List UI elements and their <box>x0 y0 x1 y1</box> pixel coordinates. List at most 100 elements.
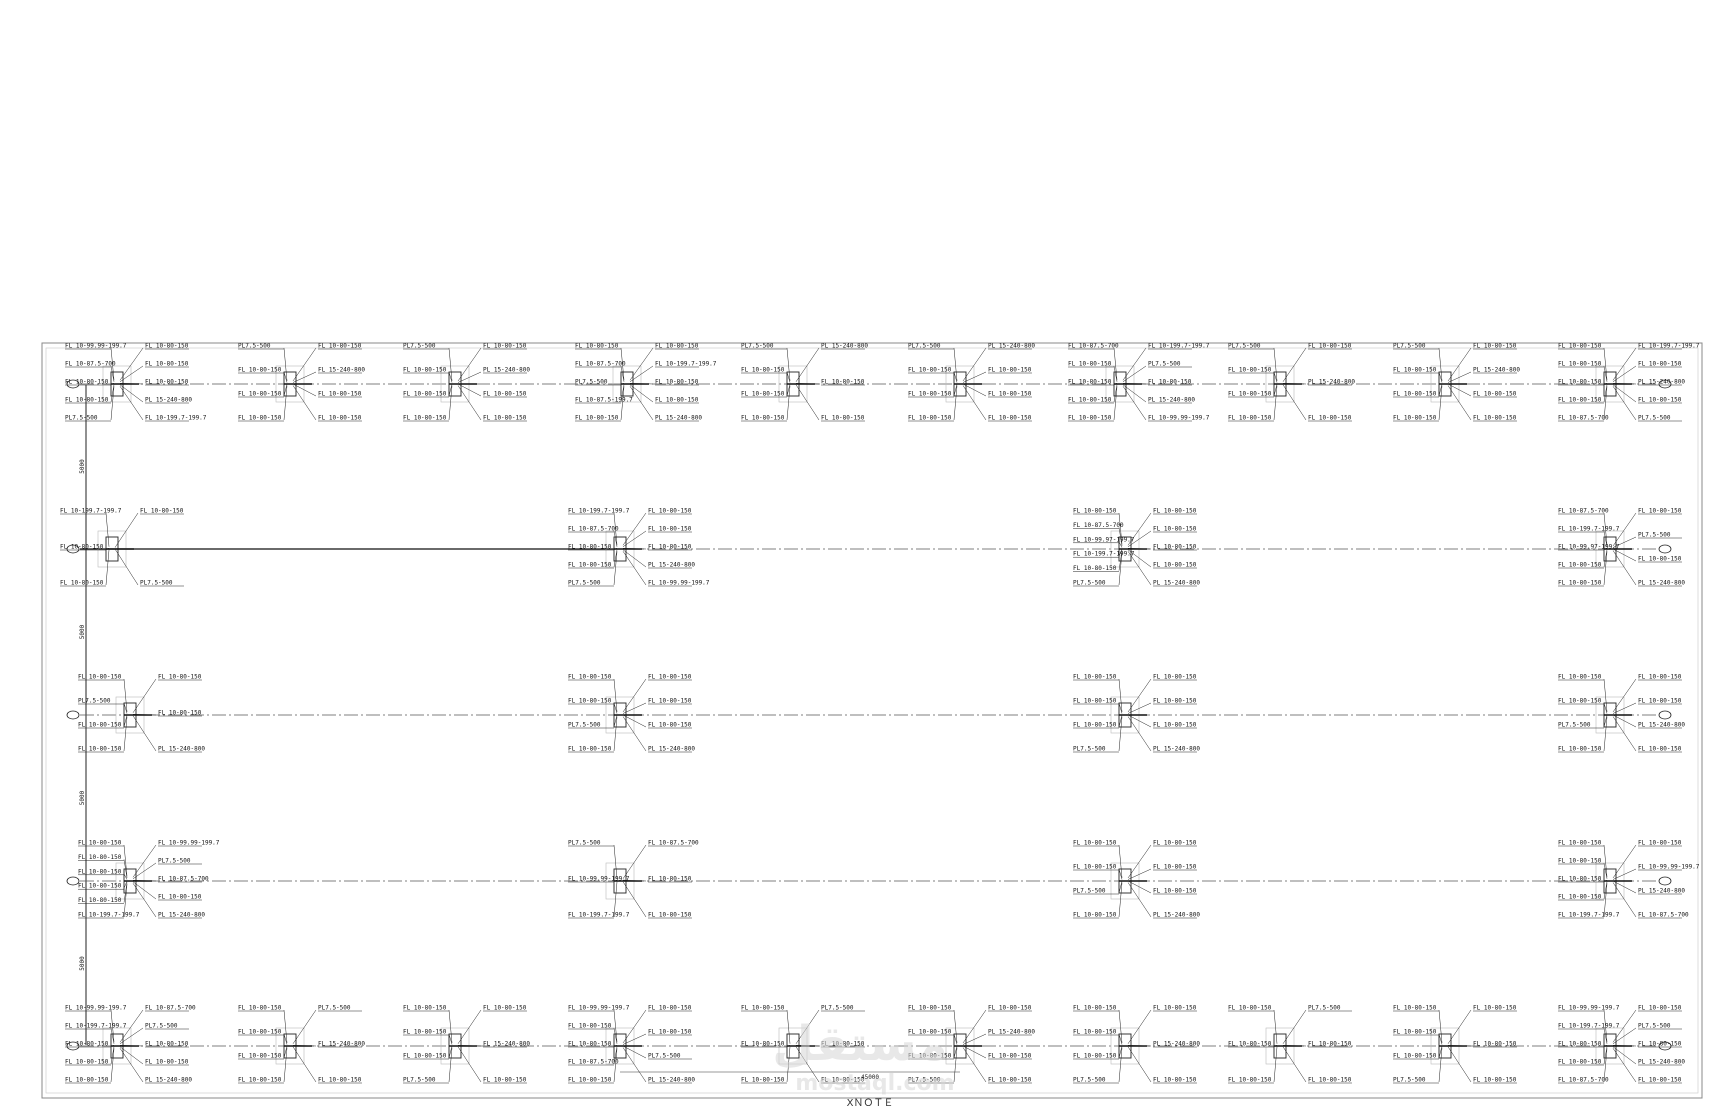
member-label: FL 10-80-150 <box>988 1053 1032 1060</box>
member-label: PL 15-240-800 <box>821 343 868 350</box>
leader-line <box>786 1046 791 1083</box>
member-label: FL 10-80-150 <box>1558 858 1602 865</box>
member-label: FL 10-80-150 <box>655 343 699 350</box>
leader-line <box>114 548 139 586</box>
member-label: FL 10-80-150 <box>575 415 619 422</box>
member-label: FL 10-80-150 <box>1473 391 1517 398</box>
member-label: FL 10-80-150 <box>78 883 122 890</box>
leader-line <box>1127 880 1152 894</box>
leader-line <box>1603 1009 1608 1043</box>
member-label: FL 10-199.7-199.7 <box>65 1023 127 1030</box>
connection-node: FL 10-80-150 FL 10-80-150 FL 10-80-150 PL7.… <box>741 1005 865 1084</box>
member-label: FL 10-80-150 <box>403 1005 447 1012</box>
member-label: FL 10-99.99-199.7 <box>1638 864 1700 871</box>
member-label: PL7.5-500 <box>140 580 173 587</box>
member-label: FL 10-80-150 <box>1153 698 1197 705</box>
member-label: FL 10-87.5-700 <box>1068 343 1119 350</box>
leader-line <box>622 1009 647 1044</box>
leader-line <box>1603 880 1608 882</box>
leader-line <box>613 1046 618 1065</box>
leader-line <box>613 1009 618 1043</box>
member-label: FL 10-80-150 <box>1228 391 1272 398</box>
leader-line <box>622 880 647 882</box>
member-label: FL 10-80-150 <box>988 367 1032 374</box>
member-label: FL 10-80-150 <box>1558 580 1602 587</box>
leader-line <box>620 365 625 382</box>
member-label: FL 10-80-150 <box>1393 1029 1437 1036</box>
leader-line <box>119 347 144 381</box>
member-label: FL 10-80-150 <box>648 526 692 533</box>
member-label: PL 15-240-800 <box>1473 367 1520 374</box>
leader-line <box>1438 383 1443 397</box>
leader-line <box>629 386 654 421</box>
member-label: FL 10-80-150 <box>1068 361 1112 368</box>
leader-line <box>1127 868 1152 880</box>
leader-line <box>786 371 791 383</box>
member-label: FL 10-80-150 <box>318 343 362 350</box>
member-label: PL7.5-500 <box>568 722 601 729</box>
member-label: FL 10-80-150 <box>988 1077 1032 1084</box>
leader-line <box>1612 536 1637 548</box>
member-label: FL 10-80-150 <box>1558 746 1602 753</box>
connection-node: FL 10-199.7-199.7 FL 10-87.5-700 FL 10-80-… <box>568 508 710 587</box>
leader-line <box>123 882 128 903</box>
member-label: FL 10-80-150 <box>568 1077 612 1084</box>
member-label: PL7.5-500 <box>1393 343 1426 350</box>
member-label: FL 10-99.99-199.7 <box>568 876 630 883</box>
member-label: PL7.5-500 <box>1073 888 1106 895</box>
leader-line <box>1612 880 1637 894</box>
leader-line <box>1612 550 1637 586</box>
leader-line <box>613 1048 618 1083</box>
member-label: PL7.5-500 <box>145 1023 178 1030</box>
member-label: FL 10-199.7-199.7 <box>145 415 207 422</box>
member-label: FL 10-80-150 <box>1638 556 1682 563</box>
member-label: PL7.5-500 <box>238 343 271 350</box>
member-label: FL 15-240-800 <box>318 1041 365 1048</box>
connection-node: FL 10-80-150 FL 10-80-150 FL 10-80-150 PL7.… <box>1073 1005 1200 1084</box>
leader-line <box>622 714 647 728</box>
leader-line <box>1603 549 1608 568</box>
member-label: FL 10-80-150 <box>1153 674 1197 681</box>
watermark: مستقل mostaql.com <box>772 1016 954 1096</box>
leader-line <box>622 1045 647 1059</box>
leader-line <box>1113 365 1118 382</box>
member-label: PL 15-240-800 <box>1148 397 1195 404</box>
leader-line <box>292 1009 317 1044</box>
connection-node: FL 10-80-150 PL7.5-500 FL 10-80-150 FL 10-8… <box>78 674 205 753</box>
leader-line <box>1122 384 1147 403</box>
member-label: FL 10-80-150 <box>908 415 952 422</box>
member-label: FL 10-87.5-199.7 <box>575 397 633 404</box>
leader-line <box>1612 1046 1637 1065</box>
bottom-dimension: 45000 <box>861 1074 879 1081</box>
member-label: FL 10-199.7-199.7 <box>1558 526 1620 533</box>
leader-line <box>119 386 144 421</box>
leader-line <box>1127 678 1152 713</box>
member-label: FL 10-87.5-700 <box>145 1005 196 1012</box>
leader-line <box>105 549 110 586</box>
leader-line <box>123 716 128 752</box>
leader-line <box>119 1048 144 1083</box>
row-dimension: 5000 <box>79 624 86 639</box>
member-label: PL7.5-500 <box>1558 722 1591 729</box>
member-label: FL 10-99.99-199.7 <box>65 343 127 350</box>
member-label: FL 10-80-150 <box>318 415 362 422</box>
member-label: PL7.5-500 <box>1638 1023 1671 1030</box>
leader-line <box>1447 1046 1472 1083</box>
leader-line <box>1603 716 1608 752</box>
row-dimension: 5000 <box>79 459 86 474</box>
leader-line <box>622 512 647 546</box>
member-label: FL 10-99.99-199.7 <box>1148 415 1210 422</box>
leader-line <box>1282 347 1307 382</box>
member-label: FL 10-80-150 <box>158 674 202 681</box>
member-label: FL 10-99.97-199.7 <box>1073 536 1135 543</box>
member-label: FL 10-80-150 <box>648 1029 692 1036</box>
leader-line <box>448 1045 453 1059</box>
leader-line <box>620 383 625 385</box>
leader-line <box>114 512 139 548</box>
leader-line <box>457 385 482 421</box>
member-label: PL7.5-500 <box>741 343 774 350</box>
member-label: PL7.5-500 <box>908 1077 941 1084</box>
leader-line <box>1603 678 1608 713</box>
member-label: PL7.5-500 <box>65 415 98 422</box>
leader-line <box>613 1027 618 1044</box>
